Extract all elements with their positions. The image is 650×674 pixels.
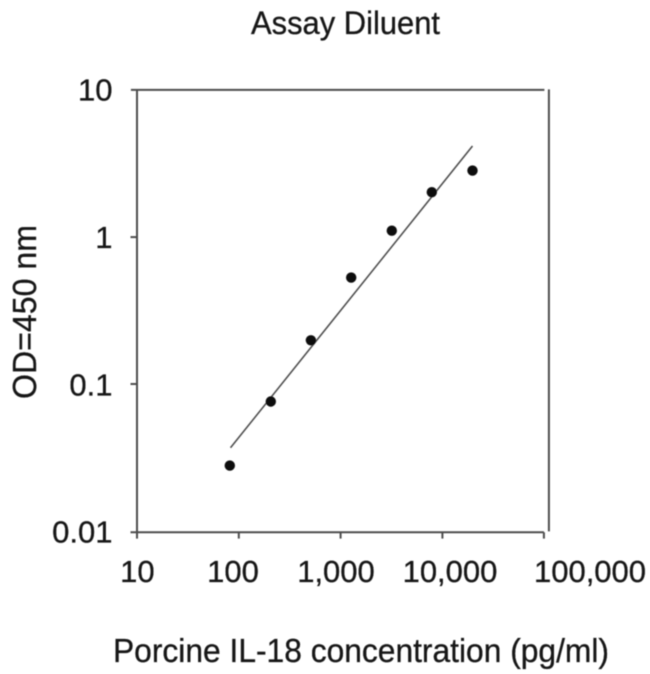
svg-text:Assay Diluent: Assay Diluent <box>251 5 440 41</box>
svg-text:Porcine IL-18 concentration (p: Porcine IL-18 concentration (pg/ml) <box>113 632 609 669</box>
svg-text:0.1: 0.1 <box>69 367 112 402</box>
svg-text:1: 1 <box>95 220 112 255</box>
svg-text:10: 10 <box>120 554 154 589</box>
svg-text:10,000: 10,000 <box>403 554 498 589</box>
svg-text:0.01: 0.01 <box>52 515 112 550</box>
svg-text:OD=450 nm: OD=450 nm <box>6 225 43 399</box>
svg-text:100: 100 <box>207 554 259 589</box>
svg-text:10: 10 <box>78 73 112 108</box>
svg-text:100,000: 100,000 <box>534 554 646 589</box>
svg-text:1,000: 1,000 <box>297 554 375 589</box>
